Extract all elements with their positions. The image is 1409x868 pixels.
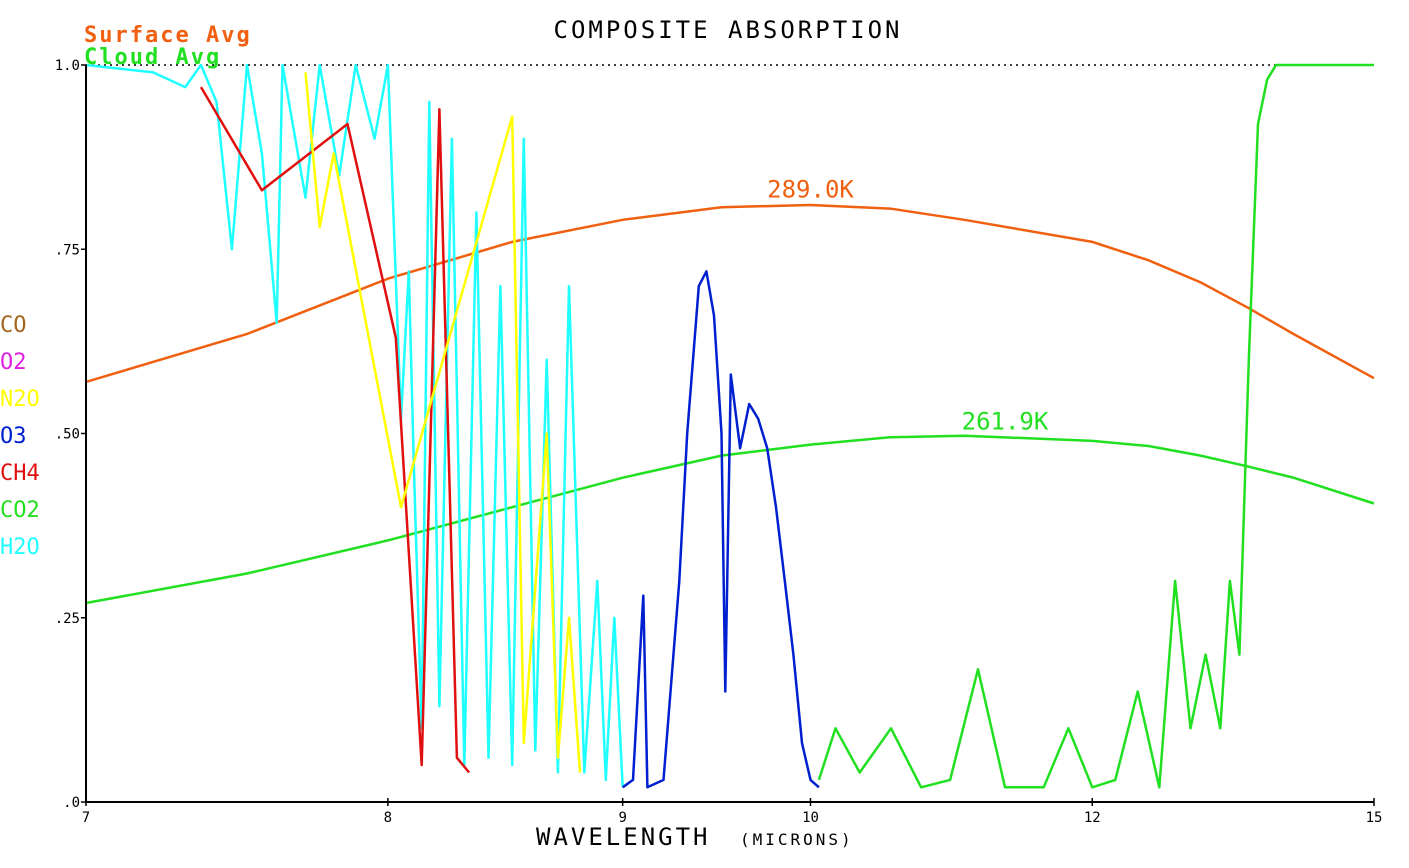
blackbody-curve-1 bbox=[85, 434, 1375, 605]
blackbody-label-1: 261.9K bbox=[962, 408, 1049, 436]
y-ticks: .0 .25 .50 .75 1.0 bbox=[55, 58, 87, 811]
x-tick-label: 7 bbox=[82, 810, 90, 826]
y-tick-label: .75 bbox=[55, 242, 80, 258]
x-tick-label: 10 bbox=[802, 810, 819, 826]
y-tick-label: .0 bbox=[63, 795, 80, 811]
legend-cloud-avg: Cloud Avg bbox=[84, 45, 221, 70]
y-tick-label: 1.0 bbox=[55, 58, 80, 74]
blackbody-label-0: 289.0K bbox=[767, 175, 854, 203]
absorption-series bbox=[85, 63, 1374, 789]
blackbody-curves: 289.0K 261.9K bbox=[85, 175, 1375, 605]
x-axis-label-unit: (MICRONS) bbox=[740, 830, 854, 849]
series-ch4 bbox=[199, 86, 471, 774]
legend-gas-h2o: H2O bbox=[0, 535, 40, 560]
series-n2o bbox=[304, 72, 582, 773]
legend-gas-co2: CO2 bbox=[0, 498, 40, 523]
x-tick-label: 15 bbox=[1366, 810, 1383, 826]
series-h2o bbox=[85, 63, 624, 788]
blackbody-curve-0 bbox=[85, 203, 1375, 384]
x-tick-label: 8 bbox=[384, 810, 392, 826]
x-ticks: 7 8 9 10 12 15 bbox=[82, 798, 1383, 826]
x-tick-label: 12 bbox=[1084, 810, 1101, 826]
x-tick-label: 9 bbox=[618, 810, 626, 826]
y-tick-label: .25 bbox=[55, 611, 80, 627]
legend-gases: CO O2 N2O O3 CH4 CO2 H2O bbox=[0, 313, 40, 560]
series-co2 bbox=[817, 63, 1374, 789]
legend-gas-o2: O2 bbox=[0, 350, 27, 375]
x-axis-label: WAVELENGTH (MICRONS) bbox=[536, 823, 854, 851]
y-tick-label: .50 bbox=[55, 427, 80, 443]
chart-title: COMPOSITE ABSORPTION bbox=[554, 16, 903, 44]
legend-gas-n2o: N2O bbox=[0, 387, 40, 412]
series-o3 bbox=[621, 270, 820, 789]
legend-surface-avg: Surface Avg bbox=[84, 23, 252, 48]
legend-gas-o3: O3 bbox=[0, 424, 27, 449]
x-axis-label-main: WAVELENGTH bbox=[536, 823, 711, 851]
legend-gas-co: CO bbox=[0, 313, 27, 338]
legend-gas-ch4: CH4 bbox=[0, 461, 40, 486]
